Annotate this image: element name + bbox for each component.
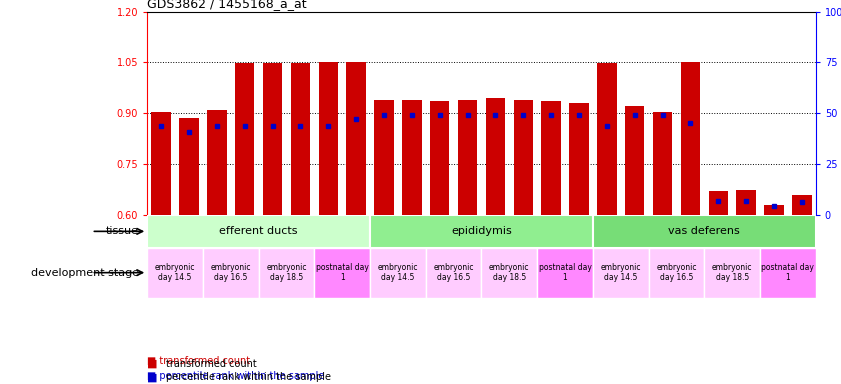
Bar <box>648 248 705 298</box>
Bar <box>569 103 589 215</box>
Bar <box>147 248 203 298</box>
Text: embryonic
day 16.5: embryonic day 16.5 <box>656 263 696 282</box>
Text: embryonic
day 14.5: embryonic day 14.5 <box>600 263 641 282</box>
Bar <box>207 110 226 215</box>
Bar <box>625 106 644 215</box>
Text: postnatal day
1: postnatal day 1 <box>538 263 591 282</box>
Bar <box>235 63 255 215</box>
Bar <box>315 248 370 298</box>
Text: ■ transformed count: ■ transformed count <box>147 356 251 366</box>
Text: efferent ducts: efferent ducts <box>220 226 298 237</box>
Bar <box>792 195 812 215</box>
Bar <box>203 248 259 298</box>
Bar <box>291 63 310 215</box>
Text: embryonic
day 18.5: embryonic day 18.5 <box>712 263 753 282</box>
Bar <box>147 215 370 248</box>
Bar <box>597 63 616 215</box>
Bar <box>737 190 756 215</box>
Text: GDS3862 / 1455168_a_at: GDS3862 / 1455168_a_at <box>147 0 307 10</box>
Bar <box>458 100 478 215</box>
Bar <box>593 215 816 248</box>
Text: embryonic
day 14.5: embryonic day 14.5 <box>378 263 418 282</box>
Bar <box>319 62 338 215</box>
Bar <box>764 205 784 215</box>
Text: postnatal day
1: postnatal day 1 <box>761 263 814 282</box>
Bar <box>374 100 394 215</box>
Text: embryonic
day 18.5: embryonic day 18.5 <box>267 263 307 282</box>
Bar <box>593 248 648 298</box>
Bar <box>708 191 728 215</box>
Text: ■ percentile rank within the sample: ■ percentile rank within the sample <box>147 371 325 381</box>
Bar <box>537 248 593 298</box>
Bar <box>514 100 533 215</box>
Bar <box>259 248 315 298</box>
Text: development stage: development stage <box>30 268 139 278</box>
Text: embryonic
day 16.5: embryonic day 16.5 <box>210 263 251 282</box>
Bar <box>542 101 561 215</box>
Bar <box>485 98 505 215</box>
Bar <box>680 62 701 215</box>
Bar <box>705 248 760 298</box>
Bar <box>481 248 537 298</box>
Bar <box>151 112 171 215</box>
Text: vas deferens: vas deferens <box>669 226 740 237</box>
Bar <box>262 63 283 215</box>
Bar <box>426 248 481 298</box>
Text: embryonic
day 16.5: embryonic day 16.5 <box>433 263 473 282</box>
Bar <box>760 248 816 298</box>
Text: transformed count: transformed count <box>166 359 257 369</box>
Bar <box>179 118 198 215</box>
Text: ■: ■ <box>147 359 157 369</box>
Text: tissue: tissue <box>106 226 139 237</box>
Bar <box>402 100 421 215</box>
Bar <box>430 101 449 215</box>
Bar <box>370 248 426 298</box>
Bar <box>346 62 366 215</box>
Bar <box>370 215 593 248</box>
Bar <box>653 112 672 215</box>
Text: embryonic
day 14.5: embryonic day 14.5 <box>155 263 195 282</box>
Text: postnatal day
1: postnatal day 1 <box>315 263 368 282</box>
Text: ■: ■ <box>147 372 157 382</box>
Text: epididymis: epididymis <box>451 226 512 237</box>
Text: percentile rank within the sample: percentile rank within the sample <box>166 372 331 382</box>
Text: embryonic
day 18.5: embryonic day 18.5 <box>489 263 530 282</box>
